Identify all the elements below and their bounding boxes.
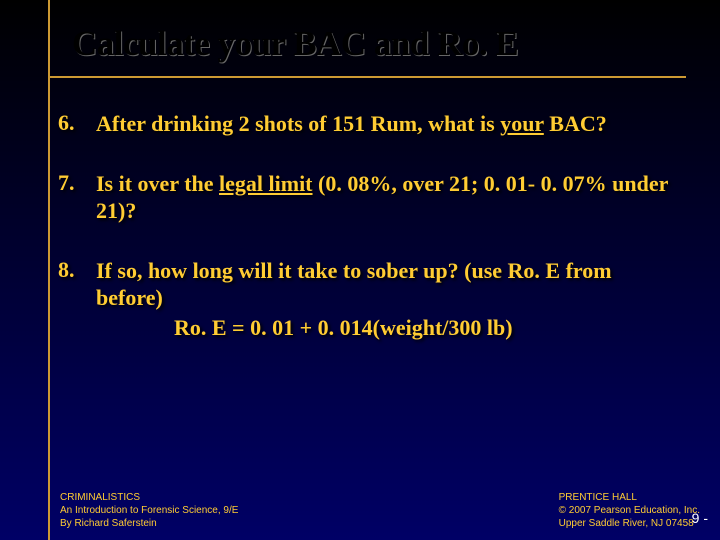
footer-right: PRENTICE HALL © 2007 Pearson Education, … xyxy=(559,491,700,530)
vertical-rule xyxy=(48,0,50,540)
question-text: If so, how long will it take to sober up… xyxy=(96,257,680,342)
footer-book-subtitle: An Introduction to Forensic Science, 9/E xyxy=(60,504,238,517)
question-number: 6. xyxy=(56,110,96,138)
footer-book-title: CRIMINALISTICS xyxy=(60,491,238,504)
question-number: 8. xyxy=(56,257,96,342)
question-text: After drinking 2 shots of 151 Rum, what … xyxy=(96,110,680,138)
footer-copyright: © 2007 Pearson Education, Inc. xyxy=(559,504,700,517)
text-pre: After drinking 2 shots of 151 Rum, what … xyxy=(96,111,500,136)
page-number: 9 - xyxy=(692,510,708,526)
text-underlined: your xyxy=(500,111,544,136)
footer-address: Upper Saddle River, NJ 07458 xyxy=(559,517,700,530)
footer-author: By Richard Saferstein xyxy=(60,517,238,530)
question-7: 7. Is it over the legal limit (0. 08%, o… xyxy=(56,170,680,225)
formula: Ro. E = 0. 01 + 0. 014(weight/300 lb) xyxy=(174,314,680,342)
text-underlined: legal limit xyxy=(219,171,312,196)
question-8: 8. If so, how long will it take to sober… xyxy=(56,257,680,342)
question-text: Is it over the legal limit (0. 08%, over… xyxy=(96,170,680,225)
title-underline xyxy=(48,76,686,78)
text-pre: If so, how long will it take to sober up… xyxy=(96,258,612,311)
text-post: BAC? xyxy=(544,111,607,136)
question-number: 7. xyxy=(56,170,96,225)
content-area: 6. After drinking 2 shots of 151 Rum, wh… xyxy=(56,110,680,341)
question-6: 6. After drinking 2 shots of 151 Rum, wh… xyxy=(56,110,680,138)
text-pre: Is it over the xyxy=(96,171,219,196)
slide-title: Calculate your BAC and Ro. E xyxy=(72,24,680,64)
footer-publisher: PRENTICE HALL xyxy=(559,491,700,504)
footer: CRIMINALISTICS An Introduction to Forens… xyxy=(60,491,700,530)
footer-left: CRIMINALISTICS An Introduction to Forens… xyxy=(60,491,238,530)
title-area: Calculate your BAC and Ro. E xyxy=(72,24,680,64)
